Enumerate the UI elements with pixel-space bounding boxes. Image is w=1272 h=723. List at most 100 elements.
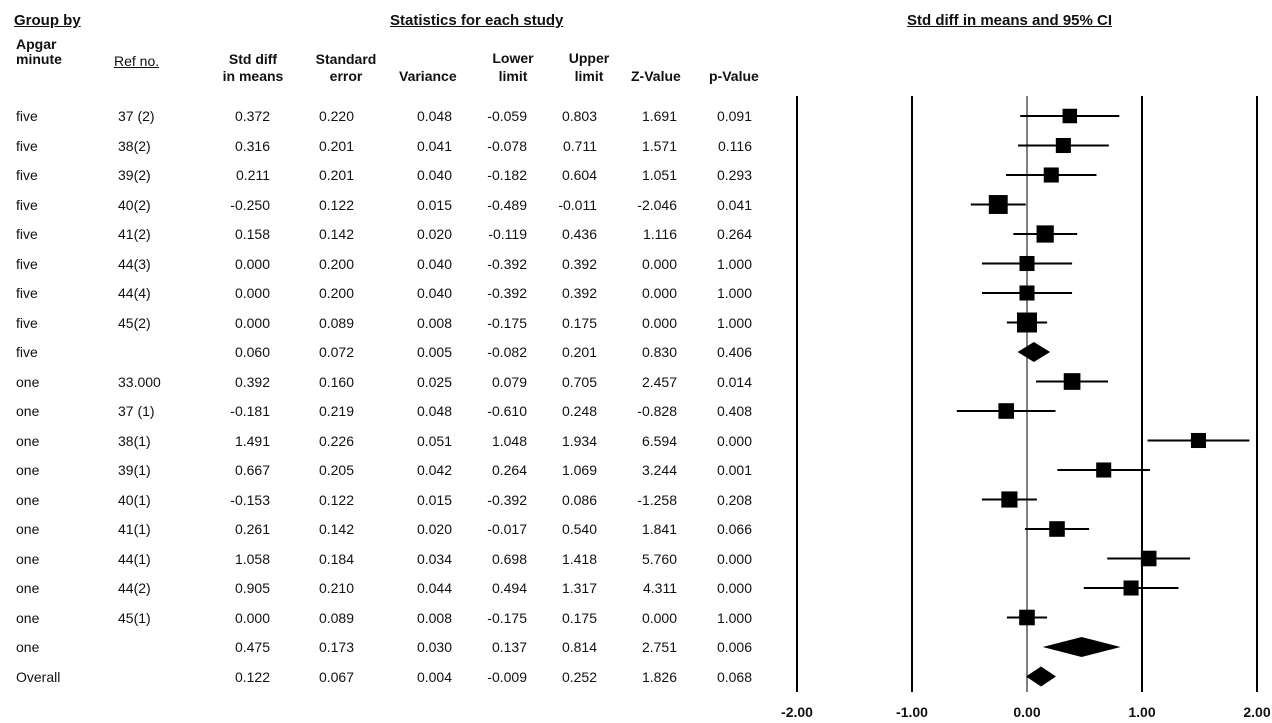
cell-upper: 0.175 — [561, 314, 597, 331]
cell-group: five — [16, 226, 38, 242]
cell-se: 0.067 — [318, 668, 354, 685]
cell-lower: -0.392 — [487, 285, 527, 301]
cell-se: 0.219 — [318, 403, 354, 419]
x-tick-label: -2.00 — [781, 704, 813, 720]
cell-lower: 0.494 — [491, 580, 527, 596]
cell-se: 0.142 — [318, 226, 354, 242]
cell-p: 1.000 — [716, 314, 752, 331]
cell-lower: 0.137 — [491, 639, 527, 655]
cell-lower: -0.610 — [487, 403, 527, 419]
cell-z: 0.000 — [641, 255, 677, 272]
summary-diamond — [1025, 666, 1056, 687]
cell-lower: 0.698 — [491, 550, 527, 567]
cell-var: 0.008 — [416, 314, 452, 331]
cell-var: 0.041 — [416, 137, 452, 154]
cell-p: 0.000 — [716, 432, 752, 449]
cell-group: one — [16, 432, 40, 449]
cell-p: 1.000 — [716, 255, 752, 272]
cell-var: 0.051 — [416, 432, 452, 449]
cell-smd: 1.058 — [234, 550, 270, 567]
cell-se: 0.142 — [318, 521, 354, 537]
cell-ref: 39(2) — [118, 167, 151, 183]
cell-p: 0.116 — [718, 137, 752, 154]
cell-p: 1.000 — [716, 285, 752, 301]
cell-lower: -0.392 — [487, 255, 527, 272]
cell-lower: -0.017 — [487, 521, 527, 537]
cell-smd: 0.392 — [234, 373, 270, 390]
summary-diamond — [1017, 342, 1051, 362]
point-estimate-square — [1019, 255, 1035, 272]
cell-z: 1.826 — [641, 668, 677, 685]
cell-lower: 0.264 — [491, 462, 527, 478]
cell-z: -1.258 — [637, 491, 677, 508]
point-estimate-square — [1049, 521, 1065, 537]
cell-group: one — [16, 491, 40, 508]
cell-upper: 1.418 — [561, 550, 597, 567]
cell-var: 0.008 — [416, 609, 452, 626]
cell-upper: 0.814 — [561, 639, 597, 655]
col-upper-l1: Upper — [568, 50, 610, 66]
cell-se: 0.205 — [318, 462, 354, 478]
cell-group: one — [16, 550, 40, 567]
cell-ref: 44(4) — [118, 285, 151, 301]
point-estimate-square — [1019, 285, 1035, 301]
cell-p: 0.068 — [716, 668, 752, 685]
cell-z: 3.244 — [641, 462, 677, 478]
cell-se: 0.210 — [318, 580, 354, 596]
col-z-value: Z-Value — [631, 68, 681, 84]
cell-p: 0.006 — [716, 639, 752, 655]
cell-se: 0.184 — [318, 550, 354, 567]
cell-ref: 44(2) — [118, 580, 151, 596]
cell-group: one — [16, 462, 40, 478]
cell-lower: -0.175 — [487, 609, 527, 626]
cell-ref: 37 (1) — [118, 403, 155, 419]
cell-upper: 0.248 — [561, 403, 597, 419]
cell-z: 2.751 — [641, 639, 677, 655]
cell-z: 4.311 — [643, 580, 677, 596]
cell-p: 0.406 — [716, 344, 752, 360]
cell-group: one — [16, 580, 40, 596]
point-estimate-square — [1019, 609, 1035, 626]
col-se-l2: error — [329, 68, 363, 84]
cell-z: 0.000 — [641, 314, 677, 331]
cell-p: 0.001 — [716, 462, 752, 478]
cell-z: 5.760 — [641, 550, 677, 567]
cell-se: 0.072 — [318, 344, 354, 360]
cell-p: 0.000 — [716, 580, 752, 596]
col-upper-l2: limit — [574, 68, 604, 84]
cell-se: 0.220 — [318, 108, 354, 124]
cell-group: five — [16, 196, 38, 213]
cell-group: one — [16, 609, 40, 626]
x-tick-label: -1.00 — [896, 704, 928, 720]
cell-var: 0.005 — [416, 344, 452, 360]
cell-group: one — [16, 639, 40, 655]
col-se-l1: Standard — [315, 51, 377, 67]
cell-p: 0.041 — [716, 196, 752, 213]
cell-var: 0.042 — [416, 462, 452, 478]
cell-z: 1.691 — [641, 108, 677, 124]
cell-ref: 44(3) — [118, 255, 151, 272]
x-tick-label: 1.00 — [1128, 704, 1156, 720]
cell-p: 0.014 — [716, 373, 752, 390]
cell-var: 0.044 — [416, 580, 452, 596]
cell-lower: -0.059 — [487, 108, 527, 124]
cell-lower: -0.392 — [487, 491, 527, 508]
point-estimate-square — [1140, 550, 1157, 567]
cell-p: 0.066 — [716, 521, 752, 537]
point-estimate-square — [998, 403, 1014, 419]
cell-upper: 1.069 — [561, 462, 597, 478]
cell-var: 0.040 — [416, 167, 452, 183]
cell-lower: -0.119 — [488, 226, 527, 242]
cell-smd: 0.122 — [234, 668, 270, 685]
cell-z: 1.841 — [641, 521, 677, 537]
cell-ref: 40(2) — [118, 196, 151, 213]
cell-upper: 0.540 — [561, 521, 597, 537]
cell-se: 0.200 — [318, 255, 354, 272]
point-estimate-square — [1096, 462, 1112, 478]
cell-upper: 0.803 — [561, 108, 597, 124]
col-smd-l1: Std diff — [228, 51, 278, 67]
cell-z: 1.571 — [641, 137, 677, 154]
cell-group: Overall — [16, 668, 61, 685]
cell-var: 0.020 — [416, 521, 452, 537]
cell-var: 0.015 — [416, 491, 452, 508]
